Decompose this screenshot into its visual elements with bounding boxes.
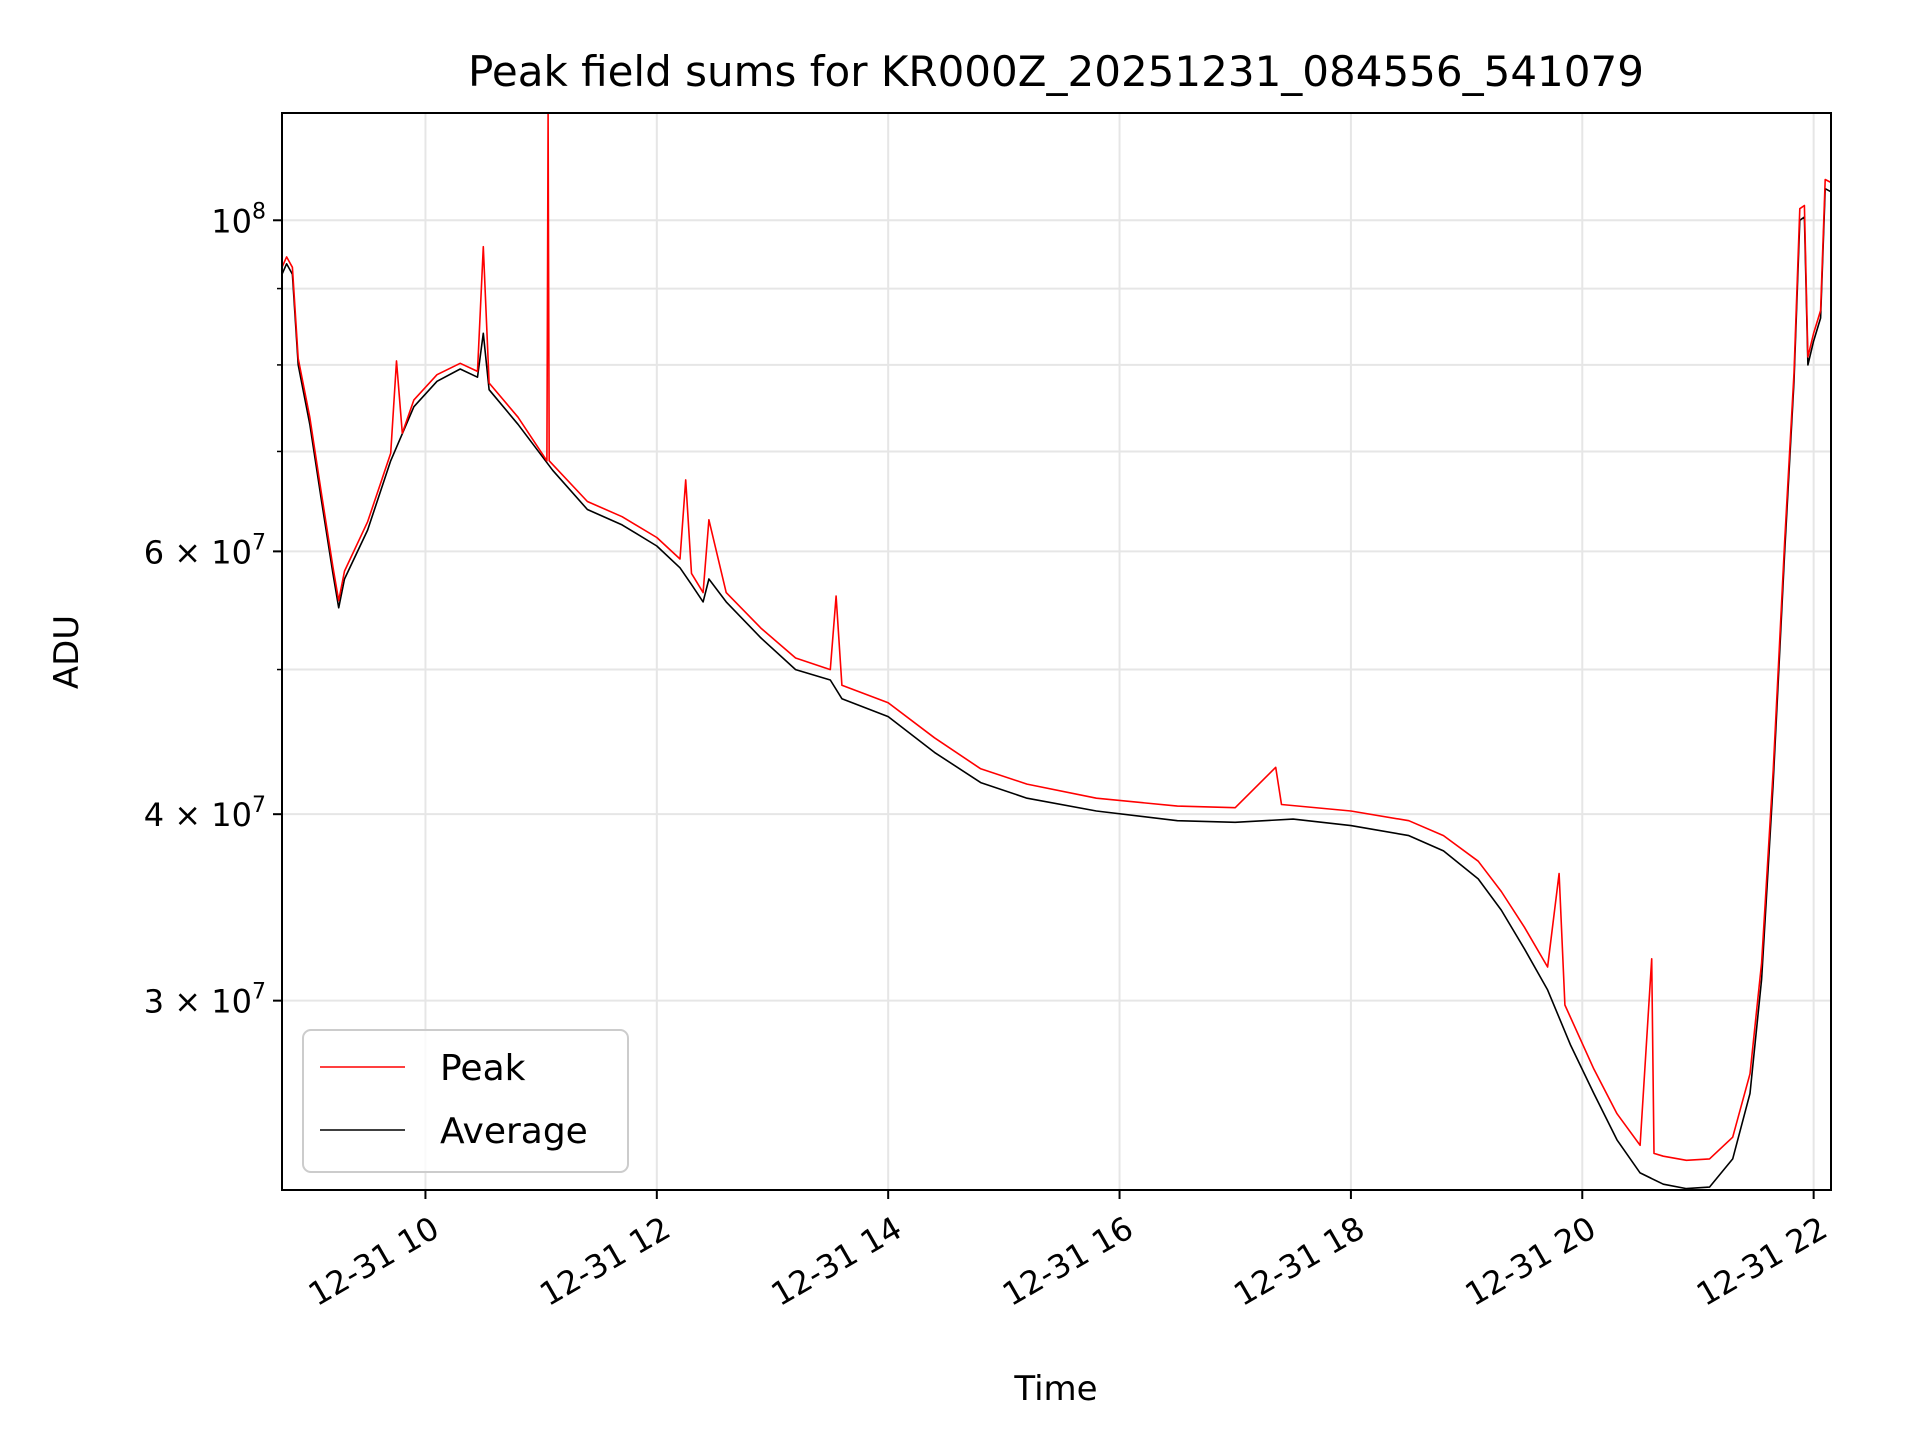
y-tick-base: 10 bbox=[211, 202, 252, 240]
chart-title: Peak field sums for KR000Z_20251231_0845… bbox=[468, 47, 1644, 96]
y-tick-base: 3 × 10 bbox=[144, 983, 252, 1021]
y-tick-base: 6 × 10 bbox=[144, 533, 252, 571]
y-tick-exponent: 7 bbox=[252, 530, 266, 555]
y-tick-exponent: 8 bbox=[252, 199, 266, 224]
y-tick-label: 4 × 107 bbox=[144, 793, 266, 834]
grid-lines bbox=[282, 113, 1831, 1190]
legend-label-peak: Peak bbox=[440, 1048, 526, 1089]
plot-frame bbox=[281, 112, 1832, 1191]
legend: Peak Average bbox=[302, 1029, 629, 1173]
y-tick-label: 3 × 107 bbox=[144, 980, 266, 1021]
legend-label-average: Average bbox=[440, 1111, 588, 1152]
y-tick-label: 6 × 107 bbox=[144, 530, 266, 571]
data-series bbox=[281, 112, 1832, 1190]
y-tick-exponent: 7 bbox=[252, 980, 266, 1005]
series-line-average bbox=[281, 187, 1832, 1190]
y-tick-label: 108 bbox=[211, 199, 266, 240]
y-tick-exponent: 7 bbox=[252, 793, 266, 818]
y-tick-base: 4 × 10 bbox=[144, 796, 252, 834]
series-line-peak bbox=[281, 112, 1832, 1162]
y-axis-label: ADU bbox=[47, 615, 87, 689]
legend-box bbox=[302, 1029, 629, 1173]
x-axis-label: Time bbox=[1013, 1369, 1097, 1409]
